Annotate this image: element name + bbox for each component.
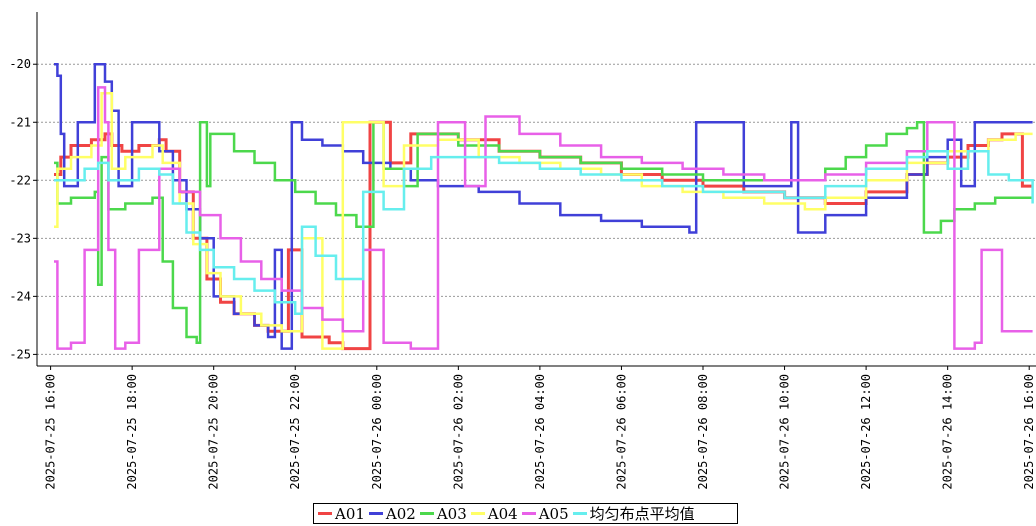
y-tick-label: -24 — [9, 289, 31, 303]
legend-item: A02 — [368, 504, 416, 523]
y-tick-label: -23 — [9, 231, 31, 245]
legend-item: 均匀布点平均值 — [572, 503, 695, 524]
y-tick-label: -22 — [9, 173, 31, 187]
series-line-A03 — [54, 121, 1033, 345]
legend-label: A01 — [335, 504, 365, 523]
x-tick-label: 2025-07-26 16:00 — [1022, 374, 1036, 490]
legend-label: A04 — [487, 504, 518, 523]
legend-swatch — [470, 512, 485, 515]
y-ticks: -20 -21 -22 -23 -24 -25 — [9, 57, 37, 361]
x-tick-label: 2025-07-25 22:00 — [288, 374, 302, 490]
series-layer — [54, 62, 1034, 351]
legend-swatch — [521, 512, 536, 515]
legend-item: A01 — [318, 505, 365, 523]
x-tick-label: 2025-07-26 02:00 — [451, 374, 465, 490]
series-line-A04 — [54, 91, 1033, 350]
legend-swatch — [368, 512, 383, 515]
legend: A01 A02 A03 A04 A05 均匀布点平均值 — [313, 503, 738, 524]
x-tick-label: 2025-07-25 18:00 — [125, 374, 139, 490]
x-tick-label: 2025-07-26 06:00 — [614, 374, 628, 490]
legend-label: A02 — [385, 504, 416, 523]
x-tick-label: 2025-07-26 12:00 — [859, 374, 873, 490]
series-line-A05 — [54, 86, 1033, 350]
x-ticks: 2025-07-25 16:00 2025-07-25 18:00 2025-07-… — [44, 366, 1036, 490]
x-tick-label: 2025-07-25 20:00 — [207, 374, 221, 490]
legend-swatch — [572, 512, 587, 515]
x-tick-label: 2025-07-26 10:00 — [778, 374, 792, 490]
legend-swatch — [419, 512, 434, 515]
legend-item: A03 — [419, 504, 467, 523]
y-tick-label: -20 — [9, 57, 31, 71]
y-tick-label: -21 — [9, 115, 31, 129]
legend-label: A05 — [538, 504, 569, 523]
legend-item: A05 — [521, 504, 569, 523]
legend-item: A04 — [470, 504, 518, 523]
legend-label: A03 — [436, 504, 467, 523]
series-line-均匀布点平均值 — [54, 150, 1034, 316]
x-tick-label: 2025-07-26 08:00 — [696, 374, 710, 490]
legend-swatch — [318, 512, 332, 515]
x-tick-label: 2025-07-26 14:00 — [941, 374, 955, 490]
legend-label: 均匀布点平均值 — [589, 505, 695, 523]
x-tick-label: 2025-07-26 04:00 — [533, 374, 547, 490]
x-tick-label: 2025-07-26 00:00 — [370, 374, 384, 490]
y-tick-label: -25 — [9, 347, 31, 361]
x-tick-label: 2025-07-25 16:00 — [44, 374, 58, 490]
